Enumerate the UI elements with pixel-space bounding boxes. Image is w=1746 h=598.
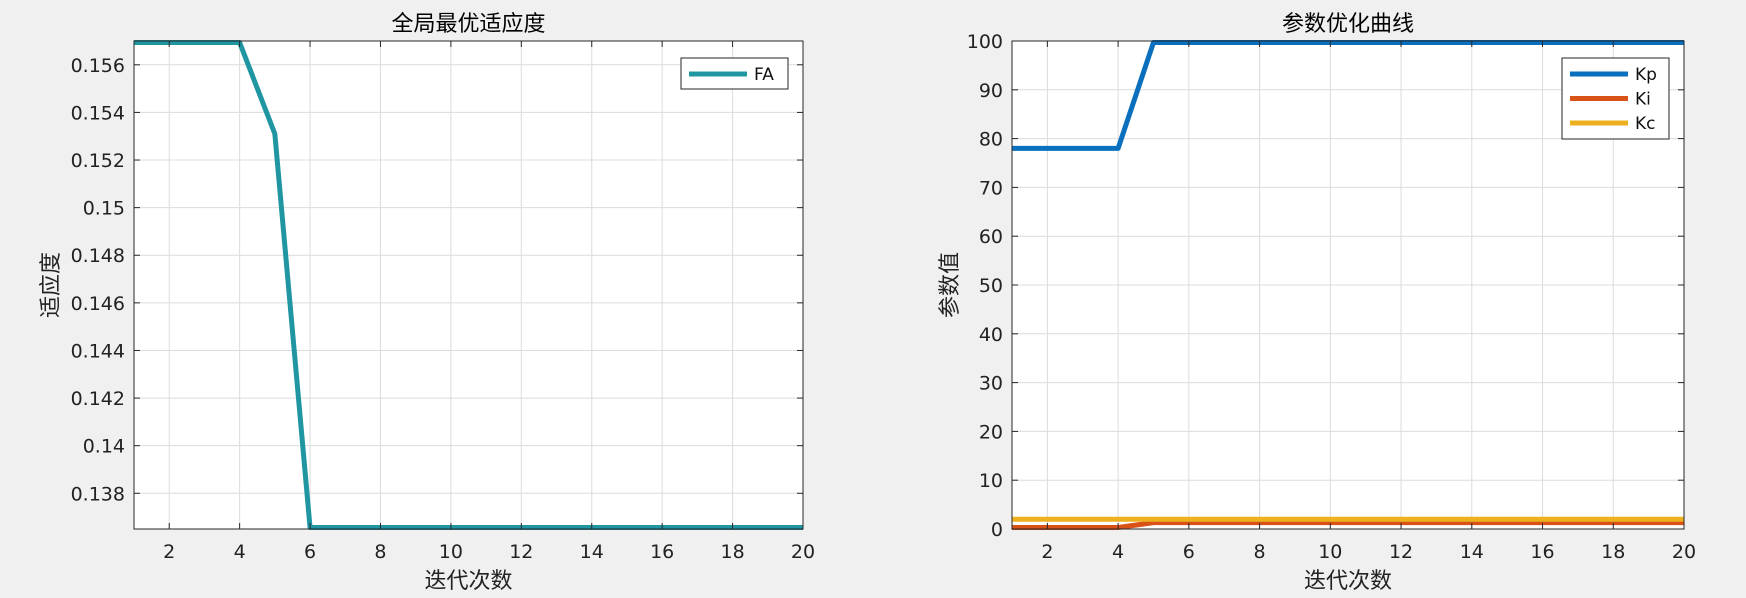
legend: Kp Ki Kc — [1561, 57, 1670, 140]
y-axis-label: 参数值 — [938, 252, 963, 318]
legend: FA — [680, 57, 789, 90]
y-tick-label: 0 — [991, 519, 1003, 541]
x-tick-label: 16 — [1530, 541, 1554, 563]
y-tick-label: 0.156 — [71, 55, 125, 77]
x-tick-label: 8 — [374, 541, 386, 563]
y-tick-label: 0.138 — [71, 483, 125, 505]
y-tick-label: 0.144 — [71, 340, 125, 362]
y-tick-label: 80 — [979, 129, 1003, 151]
y-axis-label: 适应度 — [39, 252, 64, 318]
x-tick-label: 10 — [439, 541, 463, 563]
chart-title: 全局最优适应度 — [391, 12, 545, 37]
x-tick-label: 6 — [1183, 541, 1195, 563]
legend-label-kc: Kc — [1635, 114, 1656, 134]
y-tick-label: 70 — [979, 177, 1003, 199]
legend-label-ki: Ki — [1635, 90, 1651, 110]
y-tick-label: 0.154 — [71, 102, 125, 124]
y-tick-label: 90 — [979, 80, 1003, 102]
chart-title: 参数优化曲线 — [1282, 12, 1414, 37]
y-tick-label: 100 — [967, 31, 1003, 53]
x-tick-label: 4 — [234, 541, 246, 563]
y-tick-label: 50 — [979, 275, 1003, 297]
x-tick-label: 8 — [1254, 541, 1266, 563]
legend-label-kp: Kp — [1635, 65, 1657, 85]
x-tick-label: 16 — [650, 541, 674, 563]
y-tick-label: 0.152 — [71, 150, 125, 172]
y-tick-label: 0.142 — [71, 388, 125, 410]
x-tick-label: 2 — [163, 541, 175, 563]
x-tick-label: 10 — [1318, 541, 1342, 563]
x-axis-label: 迭代次数 — [424, 569, 512, 594]
x-tick-label: 2 — [1041, 541, 1053, 563]
y-tick-label: 30 — [979, 373, 1003, 395]
x-tick-label: 4 — [1112, 541, 1124, 563]
series-group — [134, 40, 803, 530]
x-tick-label: 20 — [1672, 541, 1696, 563]
series-group — [1012, 40, 1684, 530]
parameter-chart: 2 4 6 8 10 12 14 16 18 20 0 10 20 30 40 50 60 70 80 90 100 参数… — [938, 12, 1696, 594]
plot-area — [133, 40, 804, 530]
series-line-kp — [1012, 40, 1684, 151]
x-tick-label: 14 — [1460, 541, 1484, 563]
y-tick-label: 40 — [979, 324, 1003, 346]
x-tick-label: 18 — [720, 541, 744, 563]
y-tick-label: 0.146 — [71, 293, 125, 315]
y-tick-label: 0.148 — [71, 245, 125, 267]
axes-border — [133, 40, 804, 530]
legend-label-fa: FA — [754, 65, 774, 85]
x-tick-label: 20 — [791, 541, 815, 563]
y-tick-label: 10 — [979, 470, 1003, 492]
x-tick-label: 12 — [1389, 541, 1413, 563]
series-line-ki — [1012, 520, 1684, 530]
y-tick-label: 20 — [979, 421, 1003, 443]
x-tick-label: 18 — [1601, 541, 1625, 563]
series-line-fa — [134, 40, 803, 530]
y-tick-label: 60 — [979, 226, 1003, 248]
x-tick-label: 6 — [304, 541, 316, 563]
fitness-chart: 2 4 6 8 10 12 14 16 18 20 0.138 0.14 0.142 0.144 0.146… — [39, 12, 815, 594]
x-tick-label: 12 — [509, 541, 533, 563]
x-axis-label: 迭代次数 — [1304, 569, 1392, 594]
y-tick-label: 0.14 — [83, 436, 125, 458]
x-tick-label: 14 — [580, 541, 604, 563]
y-tick-label: 0.15 — [83, 198, 125, 220]
